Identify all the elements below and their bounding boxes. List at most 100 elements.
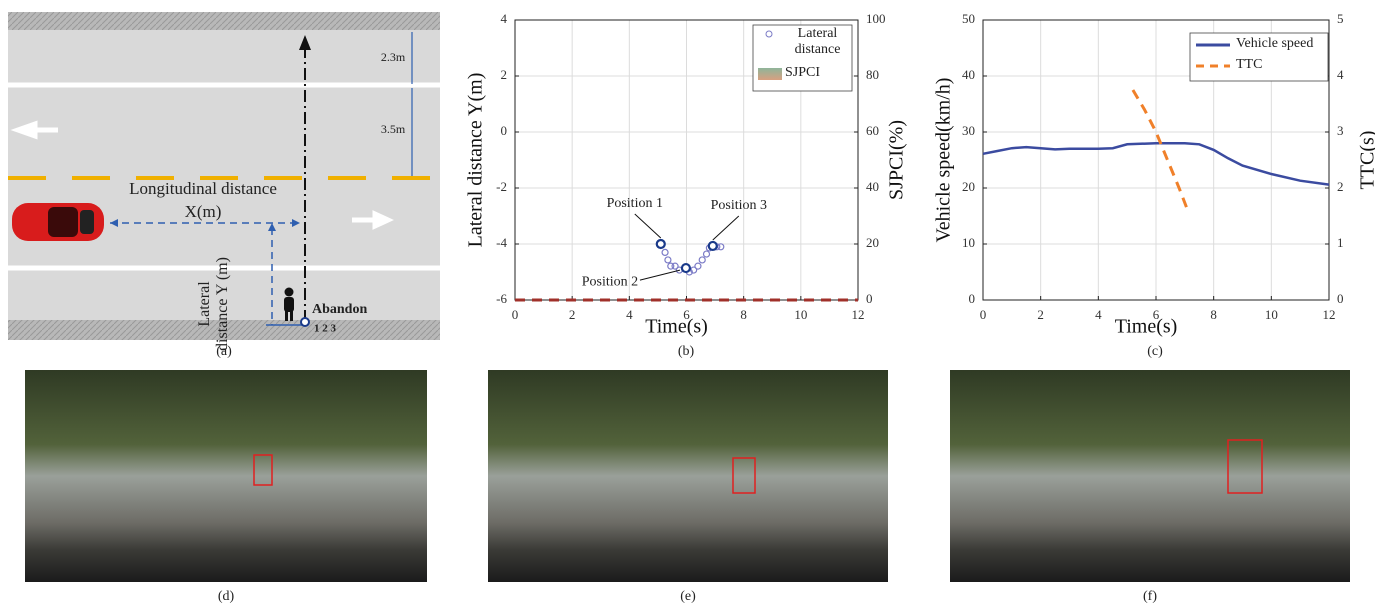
detection-box [253, 454, 273, 486]
y2-tick-label: 3 [1337, 123, 1344, 138]
y-tick-label: 0 [969, 291, 976, 306]
y-axis-label: Vehicle speed(km/h) [933, 78, 955, 243]
legend-label: SJPCI [785, 65, 821, 80]
x-tick-label: 2 [1037, 307, 1044, 322]
y2-tick-label: 40 [866, 179, 879, 194]
x-tick-label: 2 [569, 307, 576, 322]
legend-swatch [758, 68, 782, 80]
legend-box [1189, 32, 1329, 82]
y-tick-label: 20 [962, 179, 975, 194]
legend-label: Vehicle speed [1236, 36, 1314, 51]
sidewalk [8, 320, 440, 340]
annotation-arrow [712, 215, 740, 241]
abandon-label: Abandon [312, 302, 367, 317]
pedestrian [284, 287, 294, 321]
annotation: Position 2 [582, 274, 638, 289]
y2-tick-label: 5 [1337, 11, 1344, 26]
x-tick-label: 0 [512, 307, 519, 322]
data-point [667, 262, 675, 270]
legend-label: TTC [1236, 57, 1263, 72]
highlight-point [680, 262, 692, 274]
series-line [1131, 89, 1190, 211]
y2-tick-label: 60 [866, 123, 879, 138]
arrow-head [299, 35, 311, 50]
caption: (a) [216, 344, 232, 359]
caption: (e) [680, 589, 696, 604]
annotation: Position 3 [711, 198, 767, 213]
highlight-point [655, 238, 666, 250]
legend-label: TTC [1236, 57, 1263, 72]
diagram-label: X(m) [185, 202, 222, 221]
legend-label: Vehicle speed [1236, 36, 1314, 51]
data-point [690, 266, 698, 274]
photo [950, 370, 1350, 582]
lane-width: 2.3m [381, 50, 406, 64]
y2-tick-label: 20 [866, 235, 879, 250]
plot-frame [982, 19, 1330, 301]
position-marker [300, 317, 310, 327]
y-tick-label: -6 [496, 291, 507, 306]
y2-tick-label: 2 [1337, 179, 1344, 194]
y-tick-label: 0 [501, 123, 508, 138]
series-line [982, 141, 1330, 186]
y-tick-label: 50 [962, 11, 975, 26]
y2-tick-label: 0 [866, 291, 873, 306]
arrow-head [268, 223, 276, 231]
caption: (c) [1147, 344, 1163, 359]
sidewalk [8, 12, 440, 30]
y2-axis-label: TTC(s) [1357, 131, 1375, 190]
y2-tick-label: 100 [866, 11, 886, 26]
y-tick-label: 4 [501, 11, 508, 26]
lane-arrow [10, 120, 58, 140]
x-axis-label: Time(s) [645, 316, 708, 338]
y-tick-label: 30 [962, 123, 975, 138]
y2-tick-label: 4 [1337, 67, 1344, 82]
annotation-arrow [639, 269, 681, 281]
x-tick-label: 6 [1153, 307, 1160, 322]
diagram-label: Lateral distance Y (m) [196, 257, 231, 351]
road-diagram: Longitudinal distance X(m) Lateral dista… [8, 12, 440, 351]
y2-tick-label: 80 [866, 67, 879, 82]
x-tick-label: 8 [1210, 307, 1217, 322]
y-tick-label: 2 [501, 67, 508, 82]
annotation-arrow [634, 213, 662, 239]
data-point [694, 262, 702, 270]
y-tick-label: 10 [962, 235, 975, 250]
y-axis-label: Lateral distance Y(m) [465, 73, 487, 248]
legend-swatch [765, 30, 773, 38]
lane-arrow [352, 210, 394, 230]
annotation: Position 1 [607, 196, 663, 211]
data-point [671, 262, 679, 270]
y2-tick-label: 1 [1337, 235, 1344, 250]
x-tick-label: 8 [740, 307, 747, 322]
caption: (b) [678, 344, 695, 359]
data-point [698, 256, 706, 264]
x-tick-label: 12 [1323, 307, 1336, 322]
legend-label: Lateral distance [794, 26, 841, 57]
x-tick-label: 0 [980, 307, 987, 322]
detection-box [1227, 439, 1263, 494]
caption: (d) [218, 589, 235, 604]
legend-label: Lateral distance [794, 26, 841, 57]
car [12, 203, 104, 241]
y-tick-label: -2 [496, 179, 507, 194]
y-tick-label: 40 [962, 67, 975, 82]
x-tick-label: 10 [794, 307, 807, 322]
x-axis-label: Time(s) [1115, 316, 1178, 338]
legend-label: SJPCI [785, 65, 821, 80]
lane-width: 3.5m [381, 122, 406, 136]
diagram-label: Lateral distance Y (m) [196, 257, 231, 351]
x-tick-label: 4 [626, 307, 633, 322]
x-tick-label: 10 [1265, 307, 1278, 322]
y-tick-label: -4 [496, 235, 507, 250]
detection-box [732, 457, 756, 494]
x-tick-label: 6 [683, 307, 690, 322]
photos [25, 370, 1350, 582]
x-tick-label: 4 [1095, 307, 1102, 322]
data-point [661, 248, 669, 256]
highlight-point [707, 240, 718, 252]
x-tick-label: 12 [852, 307, 865, 322]
caption: (f) [1143, 589, 1157, 604]
photo [488, 370, 888, 582]
